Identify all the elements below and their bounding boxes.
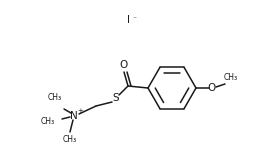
Text: N: N [70,111,78,121]
Text: ⁻: ⁻ [132,15,136,24]
Text: CH₃: CH₃ [63,135,77,144]
Text: S: S [113,93,119,103]
Text: CH₃: CH₃ [224,73,238,82]
Text: CH₃: CH₃ [48,93,62,102]
Text: I: I [127,15,129,25]
Text: +: + [77,108,83,114]
Text: O: O [119,60,127,70]
Text: CH₃: CH₃ [41,117,55,126]
Text: O: O [208,83,216,93]
